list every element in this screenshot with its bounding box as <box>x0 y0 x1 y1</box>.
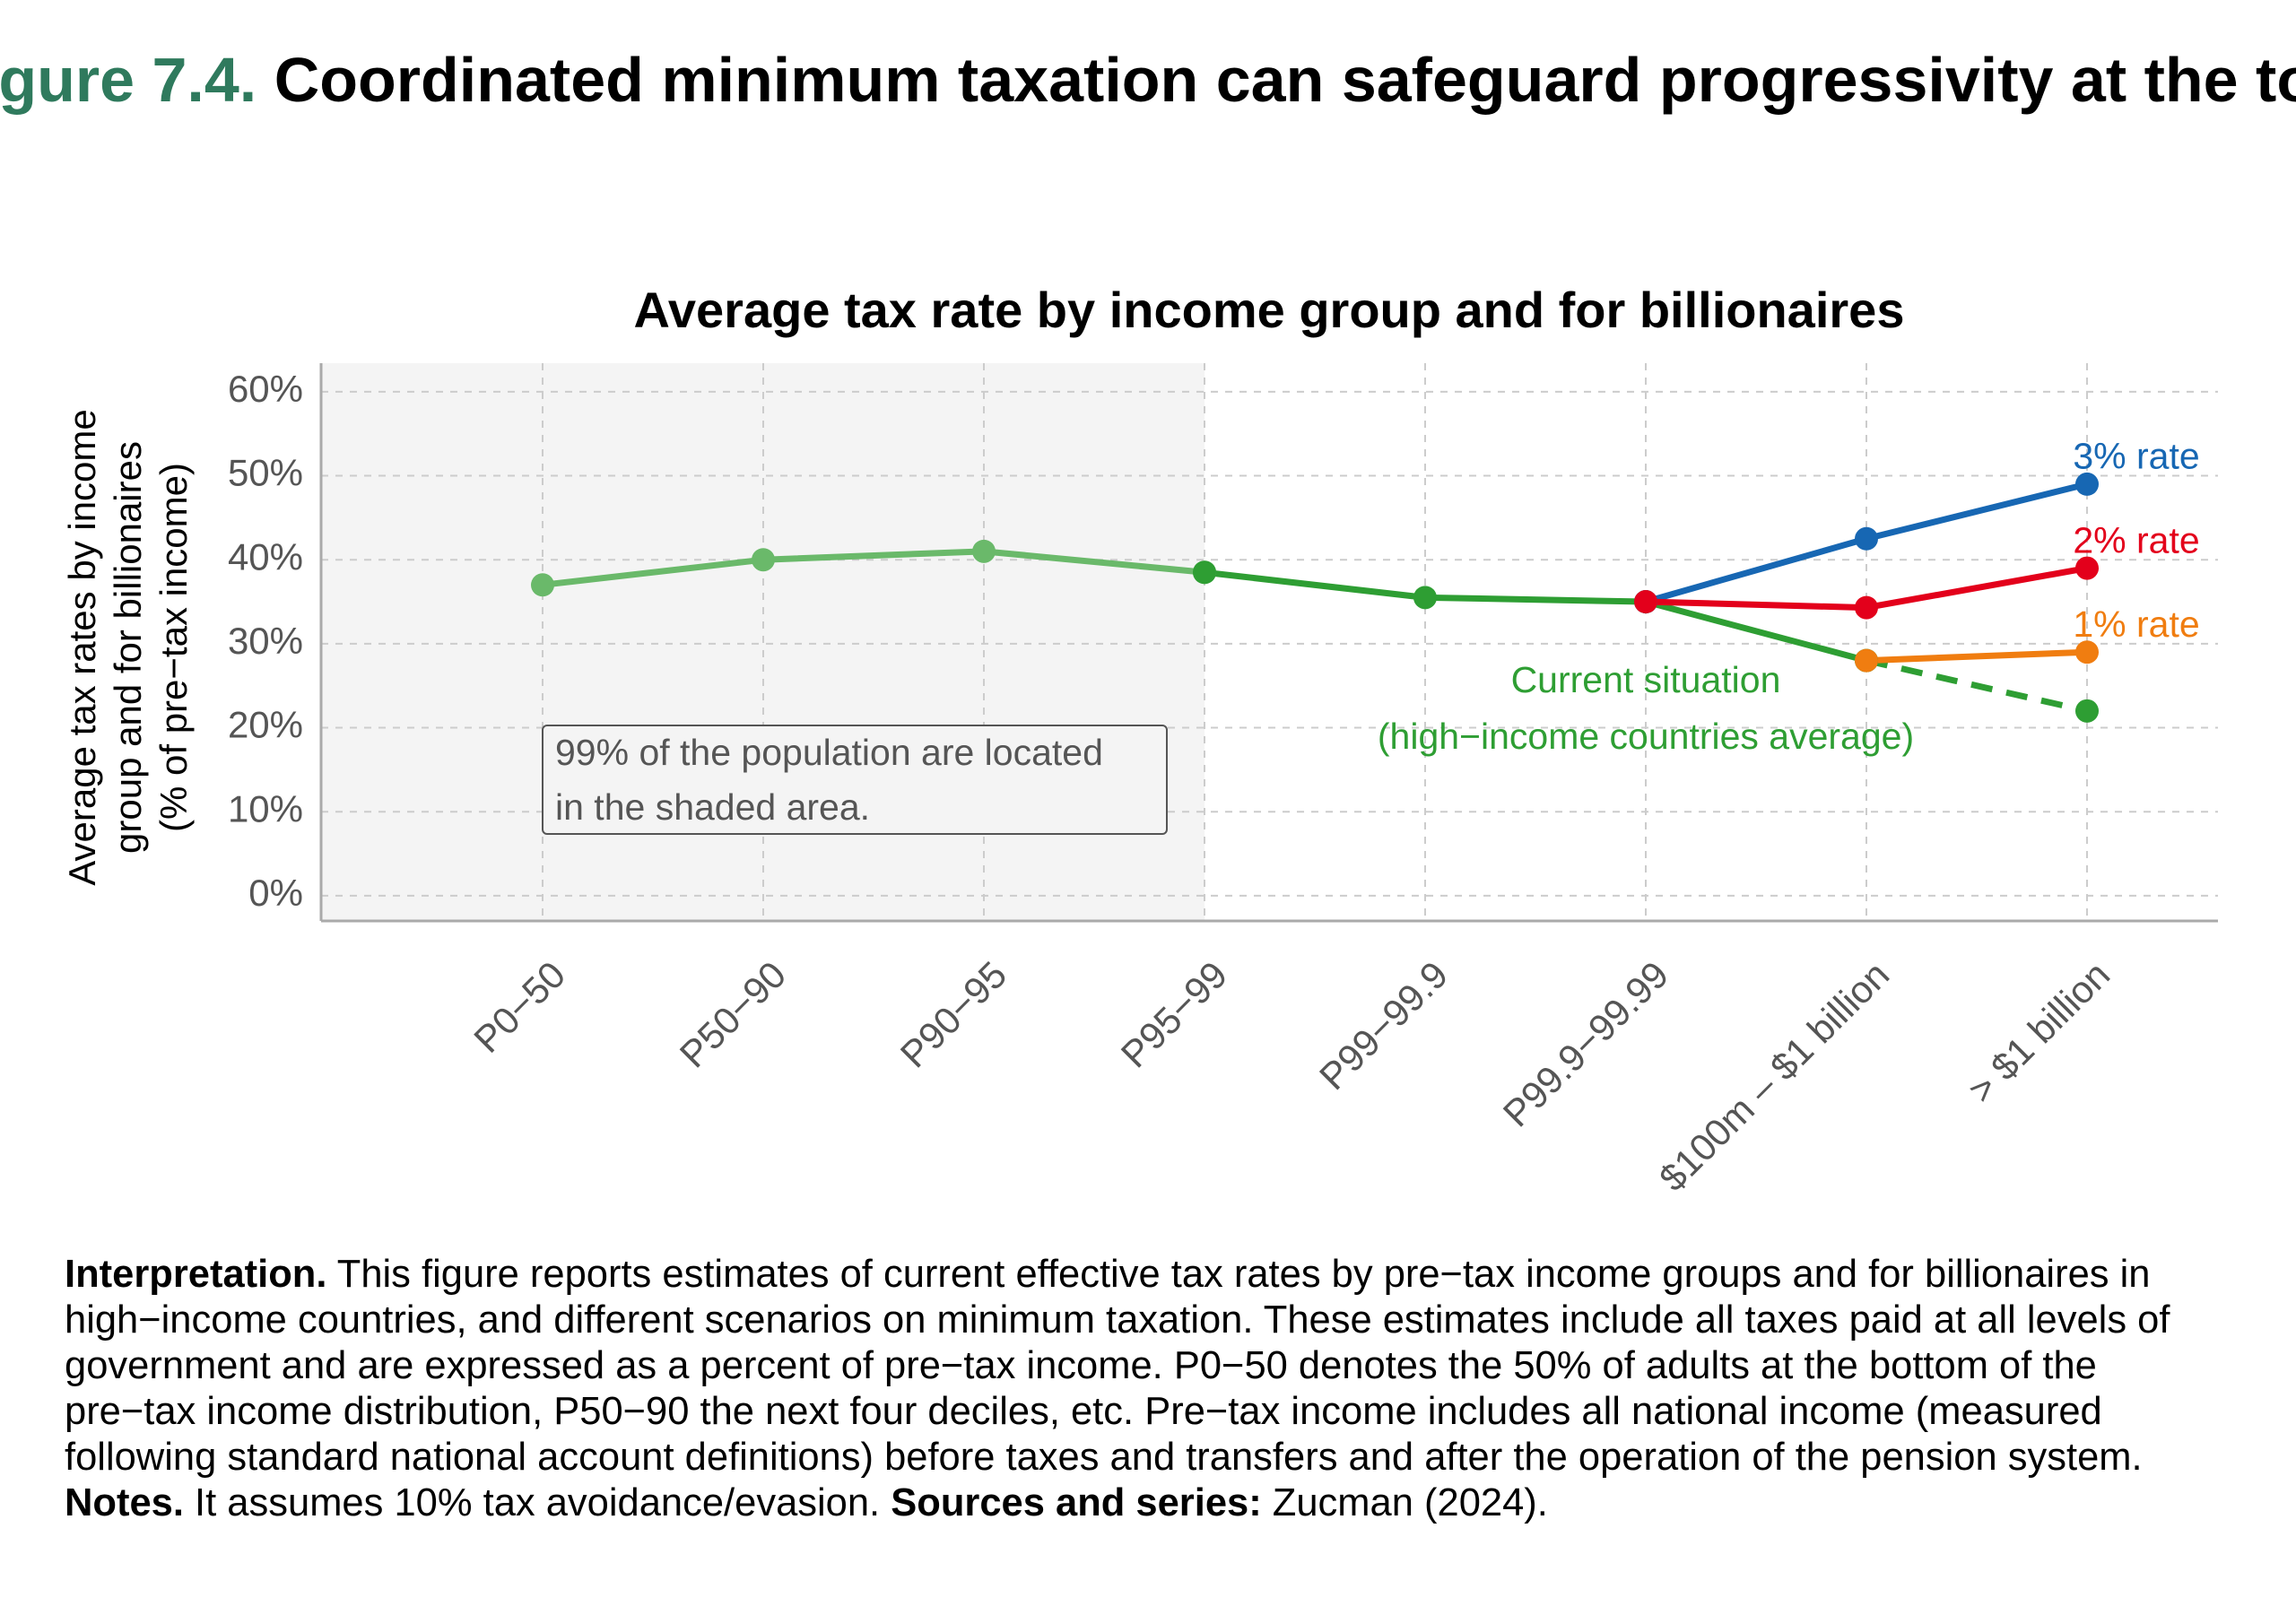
y-tick-label: 60% <box>228 368 303 410</box>
series-line <box>542 548 1205 588</box>
point <box>1634 590 1657 614</box>
point <box>2075 640 2099 664</box>
y-tick-label: 30% <box>228 620 303 662</box>
point <box>2075 699 2099 723</box>
interpretation-label: Interpretation. <box>65 1253 327 1296</box>
sources-label: Sources and series: <box>891 1481 1262 1524</box>
figure-number: Figure 7.4. <box>0 45 257 115</box>
x-tick-label: P50−90 <box>672 953 794 1075</box>
series-line <box>1866 648 2088 664</box>
interpretation: This figure reports estimates of current… <box>65 1253 2170 1479</box>
sources: Zucman (2024). <box>1272 1481 1548 1524</box>
point <box>2075 472 2099 496</box>
x-tick-label: > $1 billion <box>1960 953 2118 1111</box>
series-line <box>1866 657 2088 715</box>
annotation: (high−income countries average) <box>1378 716 1914 757</box>
x-tick-label: P99−99.9 <box>1311 953 1456 1098</box>
notes-text: It assumes 10% tax avoidance/evasion. <box>195 1481 881 1524</box>
annotation: in the shaded area. <box>555 786 870 828</box>
point <box>531 573 554 597</box>
point <box>1413 586 1437 610</box>
point <box>2075 556 2099 580</box>
figure-title: Figure 7.4. Coordinated minimum taxation… <box>0 45 2296 115</box>
figure-heading: Coordinated minimum taxation can safegua… <box>274 45 2296 115</box>
series-line <box>1204 569 1867 664</box>
x-tick-label: P95−99 <box>1113 953 1235 1075</box>
annotation-box <box>542 725 1168 835</box>
x-tick-label: P0−50 <box>465 953 573 1061</box>
chart-title: Average tax rate by income group and for… <box>634 282 1905 338</box>
annotation: Current situation <box>1511 659 1781 700</box>
x-tick-label: P90−95 <box>892 953 1014 1075</box>
point <box>1855 595 1878 620</box>
y-tick-label: 0% <box>248 872 303 914</box>
notes: Interpretation. This figure reports esti… <box>65 1252 2235 1526</box>
x-tick-label: $100m – $1 billion <box>1651 953 1897 1193</box>
annotation: 99% of the population are located <box>555 732 1103 773</box>
point <box>752 548 775 572</box>
y-tick-label: 40% <box>228 535 303 577</box>
y-tick-label: 10% <box>228 787 303 829</box>
notes-label: Notes. <box>65 1481 184 1524</box>
x-tick-label: P99.9−99.99 <box>1495 953 1677 1135</box>
point <box>1855 526 1878 551</box>
point <box>1193 560 1216 585</box>
y-axis-label: (% of pre−tax income) <box>152 463 195 832</box>
point <box>972 539 996 563</box>
chart: Figure 7.4. Coordinated minimum taxation… <box>0 45 2296 1193</box>
series-label: 3% rate <box>2073 436 2199 477</box>
y-axis-label: group and for billionaires <box>107 441 149 854</box>
y-tick-label: 20% <box>228 704 303 746</box>
y-tick-label: 50% <box>228 452 303 494</box>
series-label: 1% rate <box>2073 603 2199 645</box>
series-label: 2% rate <box>2073 519 2199 560</box>
point <box>1855 648 1878 673</box>
y-axis-label: Average tax rates by income <box>61 409 103 886</box>
